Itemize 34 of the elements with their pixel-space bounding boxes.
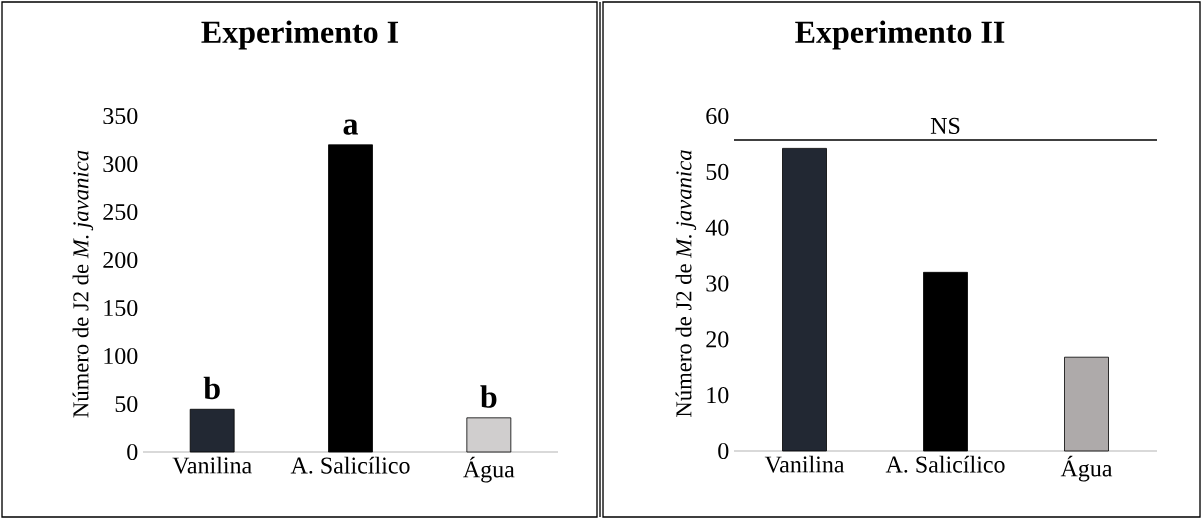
x-tick-label: A. Salicílico (885, 455, 1005, 473)
chart-title: Experimento II (795, 20, 1005, 50)
y-axis-title: Número de J2 de M. javanica (675, 150, 697, 417)
y-tick-label: 300 (103, 155, 138, 173)
x-tick-label: Água (1060, 455, 1113, 482)
annotation: a (343, 119, 359, 135)
x-tick-label: A. Salicílico (290, 456, 410, 474)
x-tick-label: Vanilina (172, 456, 252, 474)
annotation: b (480, 385, 497, 408)
bar (782, 147, 827, 452)
bar (189, 408, 235, 453)
bar (923, 271, 968, 452)
y-tick-label: 200 (103, 251, 138, 269)
y-tick-label: 100 (104, 347, 138, 365)
x-tick-label: Água (463, 456, 515, 483)
y-tick-label: 40 (705, 219, 729, 236)
chart-title: Experimento I (201, 20, 399, 50)
y-tick-label: 60 (706, 107, 729, 125)
y-tick-label: 0 (127, 443, 138, 461)
y-tick-label: 30 (706, 275, 729, 292)
y-tick-label: 250 (103, 203, 138, 221)
y-tick-label: 350 (103, 107, 138, 125)
y-tick-label: 150 (104, 299, 138, 317)
annotation: b (203, 376, 220, 400)
y-tick-label: 20 (706, 331, 729, 348)
y-tick-label: 50 (706, 163, 729, 180)
x-tick-label: Vanilina (764, 455, 845, 473)
y-tick-label: 0 (718, 442, 729, 460)
bar (328, 144, 373, 453)
y-tick-label: 50 (115, 395, 138, 413)
y-tick-label: 10 (707, 387, 729, 404)
ref-line-label: NS (930, 117, 960, 134)
y-axis-title: Número de J2 de M. javanica (72, 150, 94, 418)
bar (1064, 356, 1109, 452)
